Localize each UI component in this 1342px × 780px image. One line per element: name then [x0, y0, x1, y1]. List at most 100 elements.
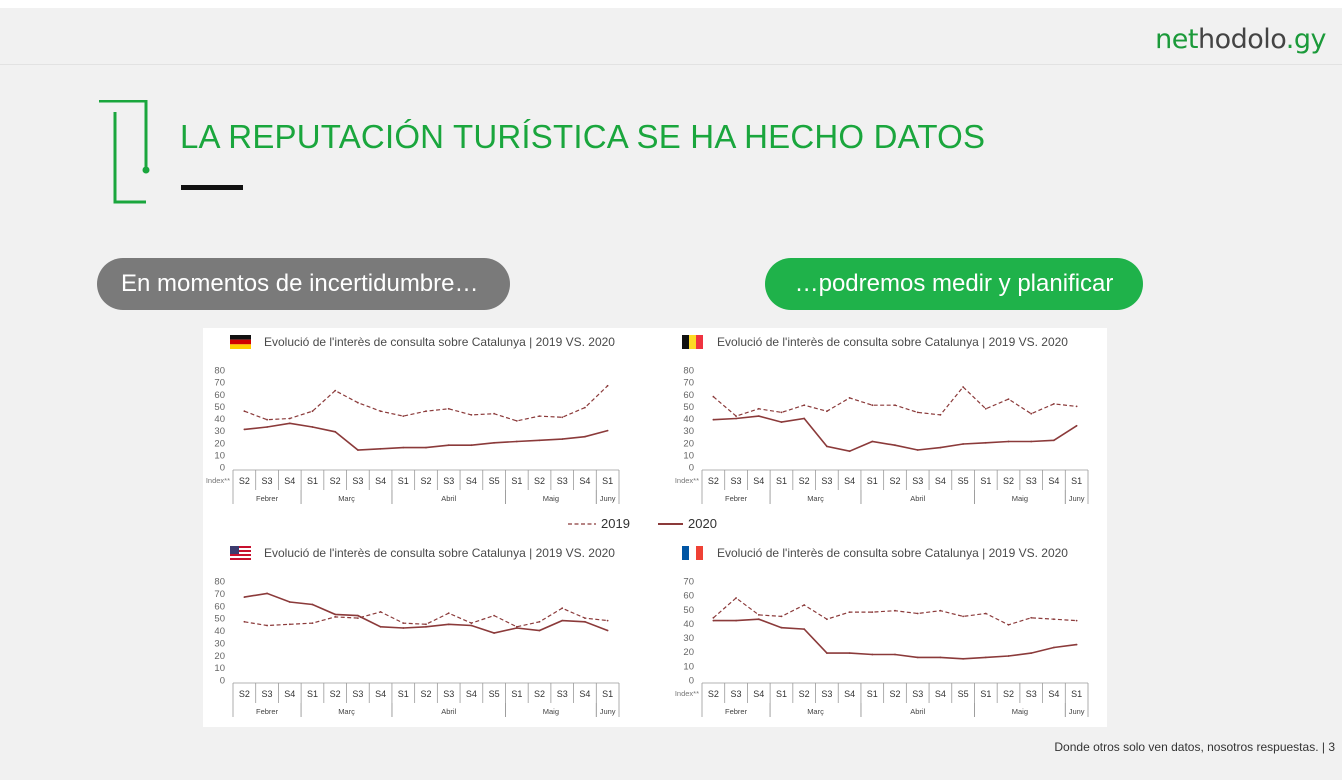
x-tick-label: S4 — [753, 476, 764, 486]
data-point-2020 — [538, 439, 541, 442]
month-label: Febrer — [256, 494, 279, 503]
data-point-2019 — [871, 611, 874, 613]
data-point-2019 — [757, 407, 760, 410]
data-point-2019 — [379, 410, 382, 413]
footer-tagline: Donde otros solo ven datos, nosotros res… — [1054, 740, 1335, 754]
x-tick-label: S3 — [262, 476, 273, 486]
data-point-2020 — [606, 629, 609, 632]
x-tick-label: S2 — [889, 689, 900, 699]
x-tick-label: S3 — [557, 689, 568, 699]
data-point-2019 — [425, 410, 427, 413]
x-tick-label: S5 — [958, 476, 969, 486]
data-point-2019 — [334, 616, 337, 618]
data-point-2019 — [712, 616, 715, 619]
data-point-2019 — [848, 397, 851, 399]
data-point-2020 — [780, 626, 783, 629]
y-tick-label: 30 — [683, 426, 694, 437]
logo-part-hodolo: hodolo — [1197, 24, 1286, 55]
x-tick-label: S3 — [443, 476, 454, 486]
data-point-2020 — [515, 440, 518, 443]
x-tick-label: S2 — [330, 476, 341, 486]
data-point-2019 — [984, 407, 987, 410]
data-point-2019 — [470, 414, 473, 416]
x-tick-label: S3 — [1026, 476, 1037, 486]
month-label: Febrer — [725, 707, 748, 716]
x-tick-label: S4 — [844, 689, 855, 699]
logo: nethodolo.gy — [1155, 24, 1326, 55]
chart-panel: Evolució de l'interès de consulta sobre … — [203, 328, 1107, 727]
month-label: Juny — [600, 494, 616, 503]
data-point-2020 — [561, 438, 564, 440]
month-label: Maig — [1012, 707, 1028, 716]
x-tick-label: S2 — [239, 476, 250, 486]
data-point-2020 — [311, 426, 314, 428]
y-tick-label: 70 — [683, 378, 694, 389]
x-tick-label: S4 — [935, 476, 946, 486]
data-point-2020 — [984, 441, 987, 444]
y-tick-label: 60 — [683, 591, 694, 602]
x-tick-label: S2 — [534, 689, 545, 699]
month-label: Juny — [1069, 494, 1085, 503]
month-label: Maig — [543, 707, 559, 716]
x-tick-label: S4 — [579, 476, 590, 486]
month-label: Març — [807, 494, 824, 503]
data-point-2020 — [561, 619, 564, 622]
x-tick-label: S4 — [466, 476, 477, 486]
data-point-2020 — [515, 627, 518, 629]
data-point-2019 — [357, 401, 359, 404]
y-tick-label: 10 — [683, 450, 694, 461]
data-point-2020 — [848, 652, 851, 654]
data-point-2020 — [288, 601, 291, 603]
x-tick-label: S2 — [420, 476, 431, 486]
uncertainty-pill: En momentos de incertidumbre… — [97, 258, 510, 310]
x-tick-label: S1 — [1071, 476, 1082, 486]
y-tick-label: 40 — [683, 414, 694, 425]
data-point-2019 — [538, 415, 541, 417]
data-point-2020 — [425, 446, 427, 449]
data-point-2020 — [447, 623, 450, 626]
month-label: Febrer — [725, 494, 748, 503]
data-point-2020 — [334, 430, 337, 433]
data-point-2019 — [757, 614, 760, 616]
y-tick-label: 80 — [214, 577, 225, 588]
data-point-2019 — [1075, 405, 1078, 408]
x-tick-label: S5 — [489, 476, 500, 486]
data-point-2020 — [939, 656, 942, 659]
x-tick-label: S3 — [262, 689, 273, 699]
data-point-2019 — [515, 420, 518, 422]
data-point-2019 — [606, 384, 609, 387]
x-tick-label: S2 — [1003, 689, 1014, 699]
data-point-2020 — [402, 627, 405, 629]
data-point-2019 — [288, 417, 291, 420]
data-point-2019 — [561, 607, 564, 610]
data-point-2020 — [1075, 643, 1078, 646]
series-line-2019 — [244, 385, 609, 422]
x-tick-label: S1 — [307, 476, 318, 486]
data-point-2020 — [266, 592, 268, 595]
data-point-2020 — [402, 446, 405, 449]
y-tick-label: 80 — [683, 366, 694, 377]
y-tick-label: 70 — [683, 577, 694, 588]
x-tick-label: S2 — [708, 689, 719, 699]
x-tick-label: S2 — [1003, 476, 1014, 486]
x-tick-label: S1 — [511, 689, 522, 699]
data-point-2020 — [735, 417, 737, 420]
data-point-2019 — [243, 410, 246, 413]
data-point-2020 — [538, 629, 541, 632]
data-point-2020 — [871, 653, 874, 656]
data-point-2020 — [712, 619, 715, 622]
data-point-2019 — [1007, 398, 1010, 400]
month-label: Juny — [1069, 707, 1085, 716]
x-tick-label: S1 — [980, 476, 991, 486]
bracket-icon — [99, 100, 150, 204]
series-line-2020 — [244, 422, 608, 451]
month-label: Abril — [441, 707, 456, 716]
y-tick-label: 0 — [689, 463, 694, 474]
data-point-2020 — [266, 426, 268, 428]
data-point-2019 — [735, 415, 737, 417]
x-tick-label: S3 — [821, 476, 832, 486]
data-point-2019 — [916, 612, 919, 615]
series-line-2019 — [713, 386, 1077, 417]
data-point-2020 — [1030, 652, 1033, 654]
belgium-flag — [682, 335, 703, 349]
